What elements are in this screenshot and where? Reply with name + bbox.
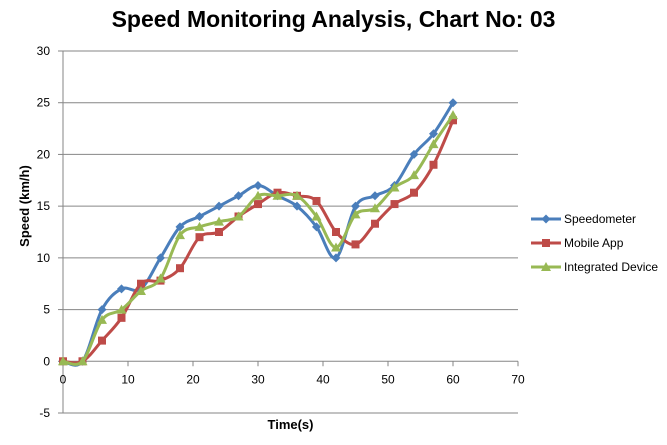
x-tick-label: 0 <box>60 372 67 386</box>
series-line-speedometer <box>62 101 455 367</box>
data-point-speedometer <box>448 98 458 108</box>
data-point-integrated-device <box>194 221 205 231</box>
data-point-speedometer <box>253 180 263 190</box>
legend-swatch <box>531 214 561 224</box>
data-point-integrated-device <box>350 209 361 219</box>
legend-item: Mobile App <box>531 231 667 255</box>
data-point-mobile-app <box>410 188 418 197</box>
data-point-mobile-app <box>351 240 360 249</box>
x-axis-title: Time(s) <box>268 417 314 432</box>
y-tick-label: 5 <box>43 303 50 317</box>
data-point-mobile-app <box>195 233 204 242</box>
data-point-mobile-app <box>371 219 379 228</box>
data-point-speedometer <box>214 201 224 211</box>
data-point-integrated-device <box>331 242 341 252</box>
y-tick-label: 20 <box>37 147 51 161</box>
data-point-speedometer <box>175 222 185 232</box>
data-point-integrated-device <box>448 110 458 120</box>
data-point-speedometer <box>370 191 380 201</box>
y-axis-title: Speed (km/h) <box>17 165 32 247</box>
x-tick-label: 70 <box>511 372 525 386</box>
x-tick-label: 30 <box>251 372 265 386</box>
chart-title: Speed Monitoring Analysis, Chart No: 03 <box>111 6 556 32</box>
legend-swatch <box>531 239 561 247</box>
data-point-integrated-device <box>175 230 185 240</box>
x-tick-label: 20 <box>186 372 200 386</box>
data-point-integrated-device <box>253 190 263 200</box>
data-point-integrated-device <box>233 211 244 221</box>
legend-item: Speedometer <box>531 207 667 231</box>
x-tick-label: 40 <box>316 372 330 386</box>
data-point-speedometer <box>292 201 302 211</box>
y-tick-label: 30 <box>37 44 51 58</box>
legend-item: Integrated Device <box>531 255 667 279</box>
data-point-speedometer <box>195 211 204 221</box>
data-point-speedometer <box>351 201 360 211</box>
data-point-speedometer <box>331 253 341 263</box>
data-point-speedometer <box>409 149 419 159</box>
series-line-mobile-app <box>62 119 455 365</box>
y-tick-label: -5 <box>39 406 50 420</box>
y-tick-label: 15 <box>37 199 51 213</box>
x-tick-label: 50 <box>381 372 395 386</box>
legend-label: Mobile App <box>564 236 624 250</box>
data-point-integrated-device <box>292 190 302 200</box>
data-point-integrated-device <box>311 211 322 221</box>
legend-label: Speedometer <box>564 212 637 226</box>
series-line-integrated-device <box>62 114 455 366</box>
data-point-integrated-device <box>97 314 107 324</box>
x-tick-label: 10 <box>121 372 135 386</box>
data-point-integrated-device <box>409 170 419 180</box>
data-point-integrated-device <box>136 285 146 295</box>
data-point-integrated-device <box>155 273 166 283</box>
data-point-integrated-device <box>389 182 400 192</box>
data-point-speedometer <box>156 253 165 263</box>
data-point-integrated-device <box>370 203 380 213</box>
y-tick-label: 0 <box>43 354 50 368</box>
data-point-mobile-app <box>429 160 438 169</box>
data-point-speedometer <box>117 284 126 294</box>
data-point-mobile-app <box>254 200 262 209</box>
data-point-mobile-app <box>449 116 457 125</box>
data-point-integrated-device <box>116 304 127 314</box>
data-point-speedometer <box>234 191 243 201</box>
data-point-mobile-app <box>137 279 145 288</box>
data-point-mobile-app <box>390 200 399 209</box>
legend: Speedometer Mobile App Integrated Device <box>531 207 667 279</box>
legend-swatch <box>531 262 561 271</box>
data-point-integrated-device <box>272 190 283 200</box>
data-point-integrated-device <box>428 139 439 149</box>
data-point-integrated-device <box>58 356 68 366</box>
data-point-integrated-device <box>214 216 224 226</box>
data-point-speedometer <box>429 129 438 139</box>
legend-label: Integrated Device <box>564 260 659 274</box>
data-point-mobile-app <box>215 228 223 236</box>
data-point-speedometer <box>312 222 321 232</box>
data-point-speedometer <box>97 305 107 315</box>
y-tick-label: 10 <box>37 251 51 265</box>
data-point-integrated-device <box>77 356 88 366</box>
y-tick-label: 25 <box>37 96 51 110</box>
data-point-mobile-app <box>98 336 106 345</box>
data-point-mobile-app <box>176 264 184 273</box>
x-tick-label: 60 <box>446 372 460 386</box>
data-point-mobile-app <box>117 313 126 322</box>
data-point-mobile-app <box>332 228 340 236</box>
data-point-mobile-app <box>312 196 321 205</box>
